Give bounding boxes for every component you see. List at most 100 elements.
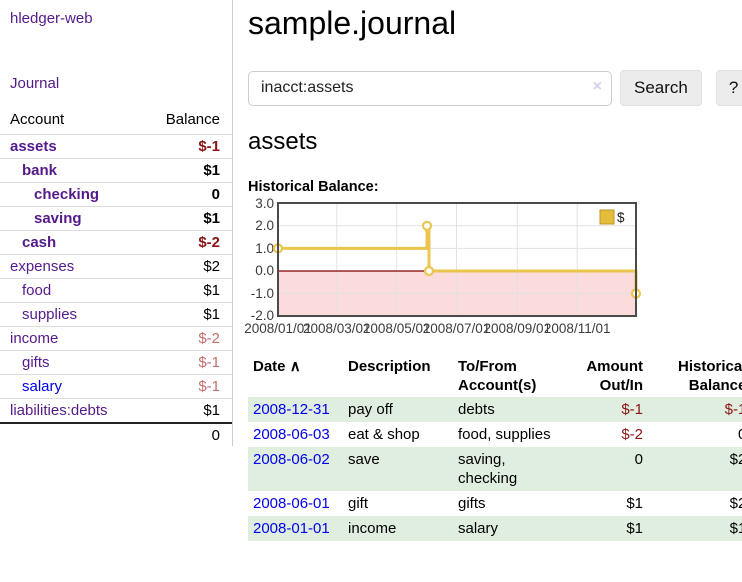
transaction-balance: $-1 xyxy=(724,401,742,418)
y-tick-label: 3.0 xyxy=(255,196,274,211)
account-link-saving[interactable]: saving xyxy=(34,210,82,227)
search-button[interactable]: Search xyxy=(620,70,702,106)
main-content: sample.journal × Search ? assets Histori… xyxy=(233,0,742,541)
account-row-salary: salary $-1 xyxy=(0,374,232,399)
help-button[interactable]: ? xyxy=(715,70,742,106)
transaction-date-link[interactable]: 2008-06-01 xyxy=(253,495,330,512)
accounts-header-row: Account Balance xyxy=(0,108,232,135)
y-tick-label: 0.0 xyxy=(255,263,274,278)
account-row-gifts: gifts $-1 xyxy=(0,350,232,375)
column-header-amount: Amount Out/In xyxy=(586,358,643,394)
register-row: 2008-12-31 pay off debts $-1 $-1 xyxy=(248,397,742,422)
account-row-expenses: expenses $2 xyxy=(0,254,232,279)
plot-border xyxy=(277,202,637,317)
accounts-table: Account Balance assets $-1 bank $1 check… xyxy=(0,108,232,447)
account-balance: $-2 xyxy=(140,326,232,351)
page: hledger-web Journal Account Balance asse… xyxy=(0,0,742,541)
transaction-amount: $1 xyxy=(626,520,643,537)
app-title-link[interactable]: hledger-web xyxy=(10,10,93,27)
transaction-description: income xyxy=(348,520,397,537)
account-row-food: food $1 xyxy=(0,278,232,303)
account-row-saving: saving $1 xyxy=(0,206,232,231)
sidebar-item-journal[interactable]: Journal xyxy=(10,75,60,92)
account-row-assets: assets $-1 xyxy=(0,134,232,159)
account-balance: $1 xyxy=(140,302,232,327)
transaction-date-link[interactable]: 2008-12-31 xyxy=(253,401,330,418)
search-input-wrap: × xyxy=(248,70,612,106)
account-balance: $1 xyxy=(140,278,232,303)
account-link-bank[interactable]: bank xyxy=(22,162,58,179)
accounts-total-value: 0 xyxy=(140,422,232,447)
page-title: sample.journal xyxy=(248,5,457,41)
account-link-assets[interactable]: assets xyxy=(10,138,57,155)
account-link-expenses[interactable]: expenses xyxy=(10,258,75,275)
transaction-amount: $1 xyxy=(626,495,643,512)
account-row-supplies: supplies $1 xyxy=(0,302,232,327)
column-header-description: Description xyxy=(348,358,431,375)
accounts-header-account: Account xyxy=(10,111,65,128)
register-table: Date ∧ Description To/From Account(s) Am… xyxy=(248,355,742,541)
account-balance: $-1 xyxy=(140,134,232,159)
account-title: assets xyxy=(248,128,318,155)
transaction-date-link[interactable]: 2008-01-01 xyxy=(253,520,330,537)
account-balance: $1 xyxy=(140,398,232,423)
v-gridlines xyxy=(336,203,578,316)
transaction-balance: $2 xyxy=(729,451,742,468)
account-row-cash: cash $-2 xyxy=(0,230,232,255)
search-form: × Search ? xyxy=(248,70,742,106)
account-balance: $1 xyxy=(140,206,232,231)
x-tick-label: 2008/11/01 xyxy=(544,321,611,336)
column-header-date[interactable]: Date ∧ xyxy=(253,358,301,375)
account-link-food[interactable]: food xyxy=(22,282,52,299)
transaction-amount: $-1 xyxy=(621,401,643,418)
transaction-description: gift xyxy=(348,495,369,512)
historical-balance-chart: 3.0 2.0 1.0 0.0 -1.0 -2.0 xyxy=(244,196,642,336)
transaction-date-link[interactable]: 2008-06-03 xyxy=(253,426,330,443)
y-tick-label: 2.0 xyxy=(255,218,274,233)
register-header-row: Date ∧ Description To/From Account(s) Am… xyxy=(248,355,742,397)
y-tick-label: -2.0 xyxy=(251,308,274,323)
transaction-amount: 0 xyxy=(634,451,643,468)
account-link-checking[interactable]: checking xyxy=(34,186,100,203)
account-link-cash[interactable]: cash xyxy=(22,234,57,251)
account-balance: $-1 xyxy=(140,350,232,375)
transaction-balance: 0 xyxy=(648,422,742,447)
clear-search-icon[interactable]: × xyxy=(592,77,602,95)
transaction-account: saving, checking xyxy=(458,451,518,487)
transaction-description: eat & shop xyxy=(348,426,420,443)
account-link-supplies[interactable]: supplies xyxy=(22,306,78,323)
transaction-account: debts xyxy=(458,401,495,418)
account-balance: $2 xyxy=(140,254,232,279)
account-row-bank: bank $1 xyxy=(0,158,232,183)
x-tick-label: 2008/09/01 xyxy=(484,321,552,336)
search-input[interactable] xyxy=(248,70,612,106)
account-balance: 0 xyxy=(140,182,232,207)
register-row: 2008-06-03 eat & shop food, supplies $-2… xyxy=(248,422,742,447)
account-link-liabilities-debts[interactable]: liabilities:debts xyxy=(10,402,108,419)
chart-label: Historical Balance: xyxy=(248,179,379,195)
account-row-income: income $-2 xyxy=(0,326,232,351)
register-row: 2008-06-02 save saving, checking 0 $2 xyxy=(248,447,742,491)
transaction-amount: $-2 xyxy=(621,426,643,443)
register-row: 2008-01-01 income salary $1 $1 xyxy=(248,516,742,541)
column-header-account: To/From Account(s) xyxy=(458,358,537,394)
account-row-checking: checking 0 xyxy=(0,182,232,207)
account-link-income[interactable]: income xyxy=(10,330,59,347)
account-balance: $-1 xyxy=(140,374,232,399)
account-link-salary[interactable]: salary xyxy=(22,378,63,395)
x-tick-label: 2008/07/01 xyxy=(423,321,491,336)
account-row-liabilities-debts: liabilities:debts $1 xyxy=(0,398,232,423)
transaction-account: food, supplies xyxy=(458,426,551,443)
transaction-description: save xyxy=(348,451,380,468)
register-row: 2008-06-01 gift gifts $1 $2 xyxy=(248,491,742,516)
x-tick-label: 2008/05/01 xyxy=(363,321,431,336)
sort-asc-icon: ∧ xyxy=(289,358,301,375)
accounts-total-row: 0 xyxy=(0,422,232,447)
transaction-date-link[interactable]: 2008-06-02 xyxy=(253,451,330,468)
account-link-gifts[interactable]: gifts xyxy=(22,354,50,371)
accounts-header-balance: Balance xyxy=(165,111,220,128)
account-balance: $-2 xyxy=(140,230,232,255)
y-tick-label: -1.0 xyxy=(251,286,274,301)
legend-swatch-icon xyxy=(599,209,615,225)
y-tick-label: 1.0 xyxy=(255,241,274,256)
